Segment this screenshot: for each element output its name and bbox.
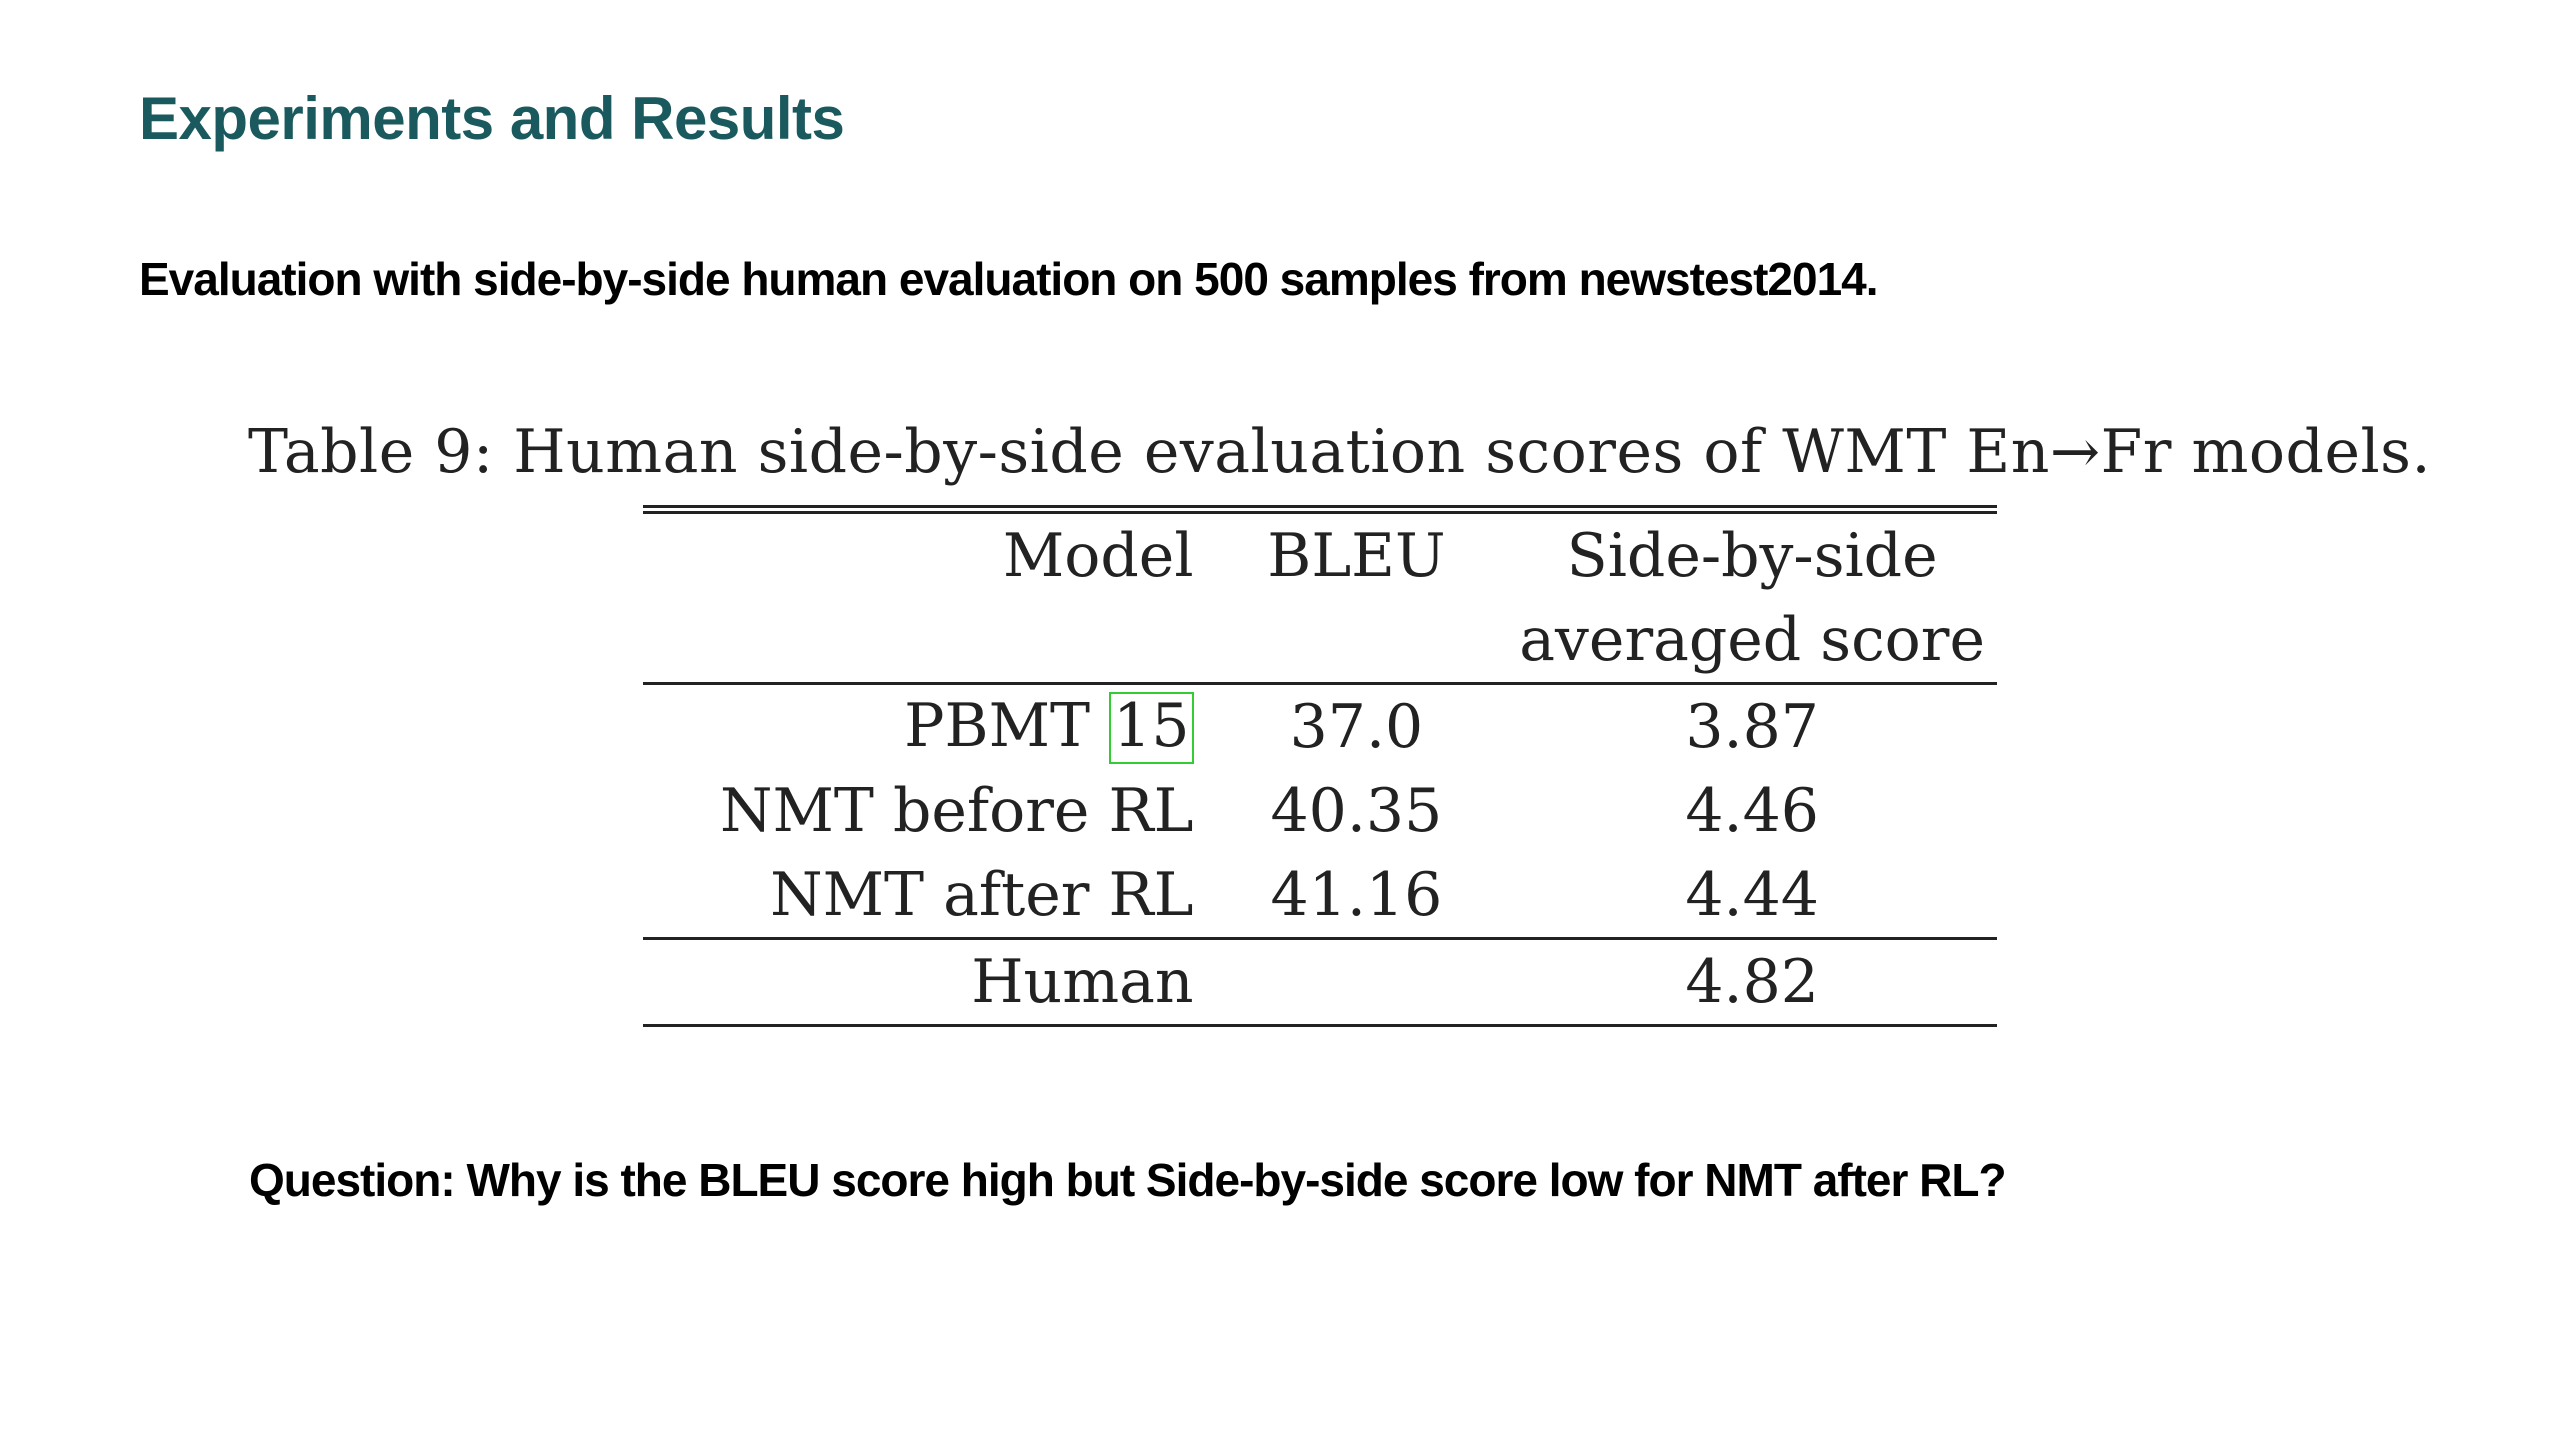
header-sbs-line1: Side-by-side [1507,505,1997,598]
citation-link[interactable]: 15 [1109,690,1194,764]
header-model-empty [643,598,1206,685]
row-model-name: PBMT [904,690,1091,761]
table-caption: Table 9: Human side-by-side evaluation s… [248,417,2432,487]
table-header-row-2: averaged score [643,598,1997,685]
human-sbs: 4.82 [1507,938,1997,1027]
row-model-cell: PBMT 15 [643,684,1206,770]
row-sbs: 4.44 [1507,853,1997,940]
row-sbs: 4.46 [1685,776,1819,846]
row-bleu: 41.16 [1205,853,1508,940]
human-bleu [1205,938,1508,1027]
row-bleu: 37.0 [1289,692,1424,762]
table-row: NMT after RL 41.16 4.44 [643,853,1997,940]
header-sbs-line2: averaged score [1507,598,1997,685]
table-header-row: Model BLEU Side-by-side [643,505,1997,598]
question-text: Question: Why is the BLEU score high but… [249,1154,2007,1206]
slide-subtitle: Evaluation with side-by-side human evalu… [139,253,1879,305]
header-model: Model [643,505,1206,598]
citation-number: 15 [1113,690,1190,761]
header-bleu: BLEU [1205,505,1508,598]
row-model-name: NMT before RL [719,776,1194,846]
table-row: NMT before RL 40.35 4.46 [643,769,1997,853]
table-row: PBMT 15 37.0 3.87 [643,684,1997,770]
human-model-name: Human [643,938,1206,1027]
slide-title: Experiments and Results [139,85,845,152]
header-bleu-empty [1205,598,1508,685]
table-row-human: Human 4.82 [643,938,1997,1027]
row-bleu: 40.35 [1270,776,1443,846]
results-table: Model BLEU Side-by-side averaged score P… [643,505,1997,1027]
row-sbs: 3.87 [1685,692,1819,762]
row-model-name: NMT after RL [643,853,1206,940]
